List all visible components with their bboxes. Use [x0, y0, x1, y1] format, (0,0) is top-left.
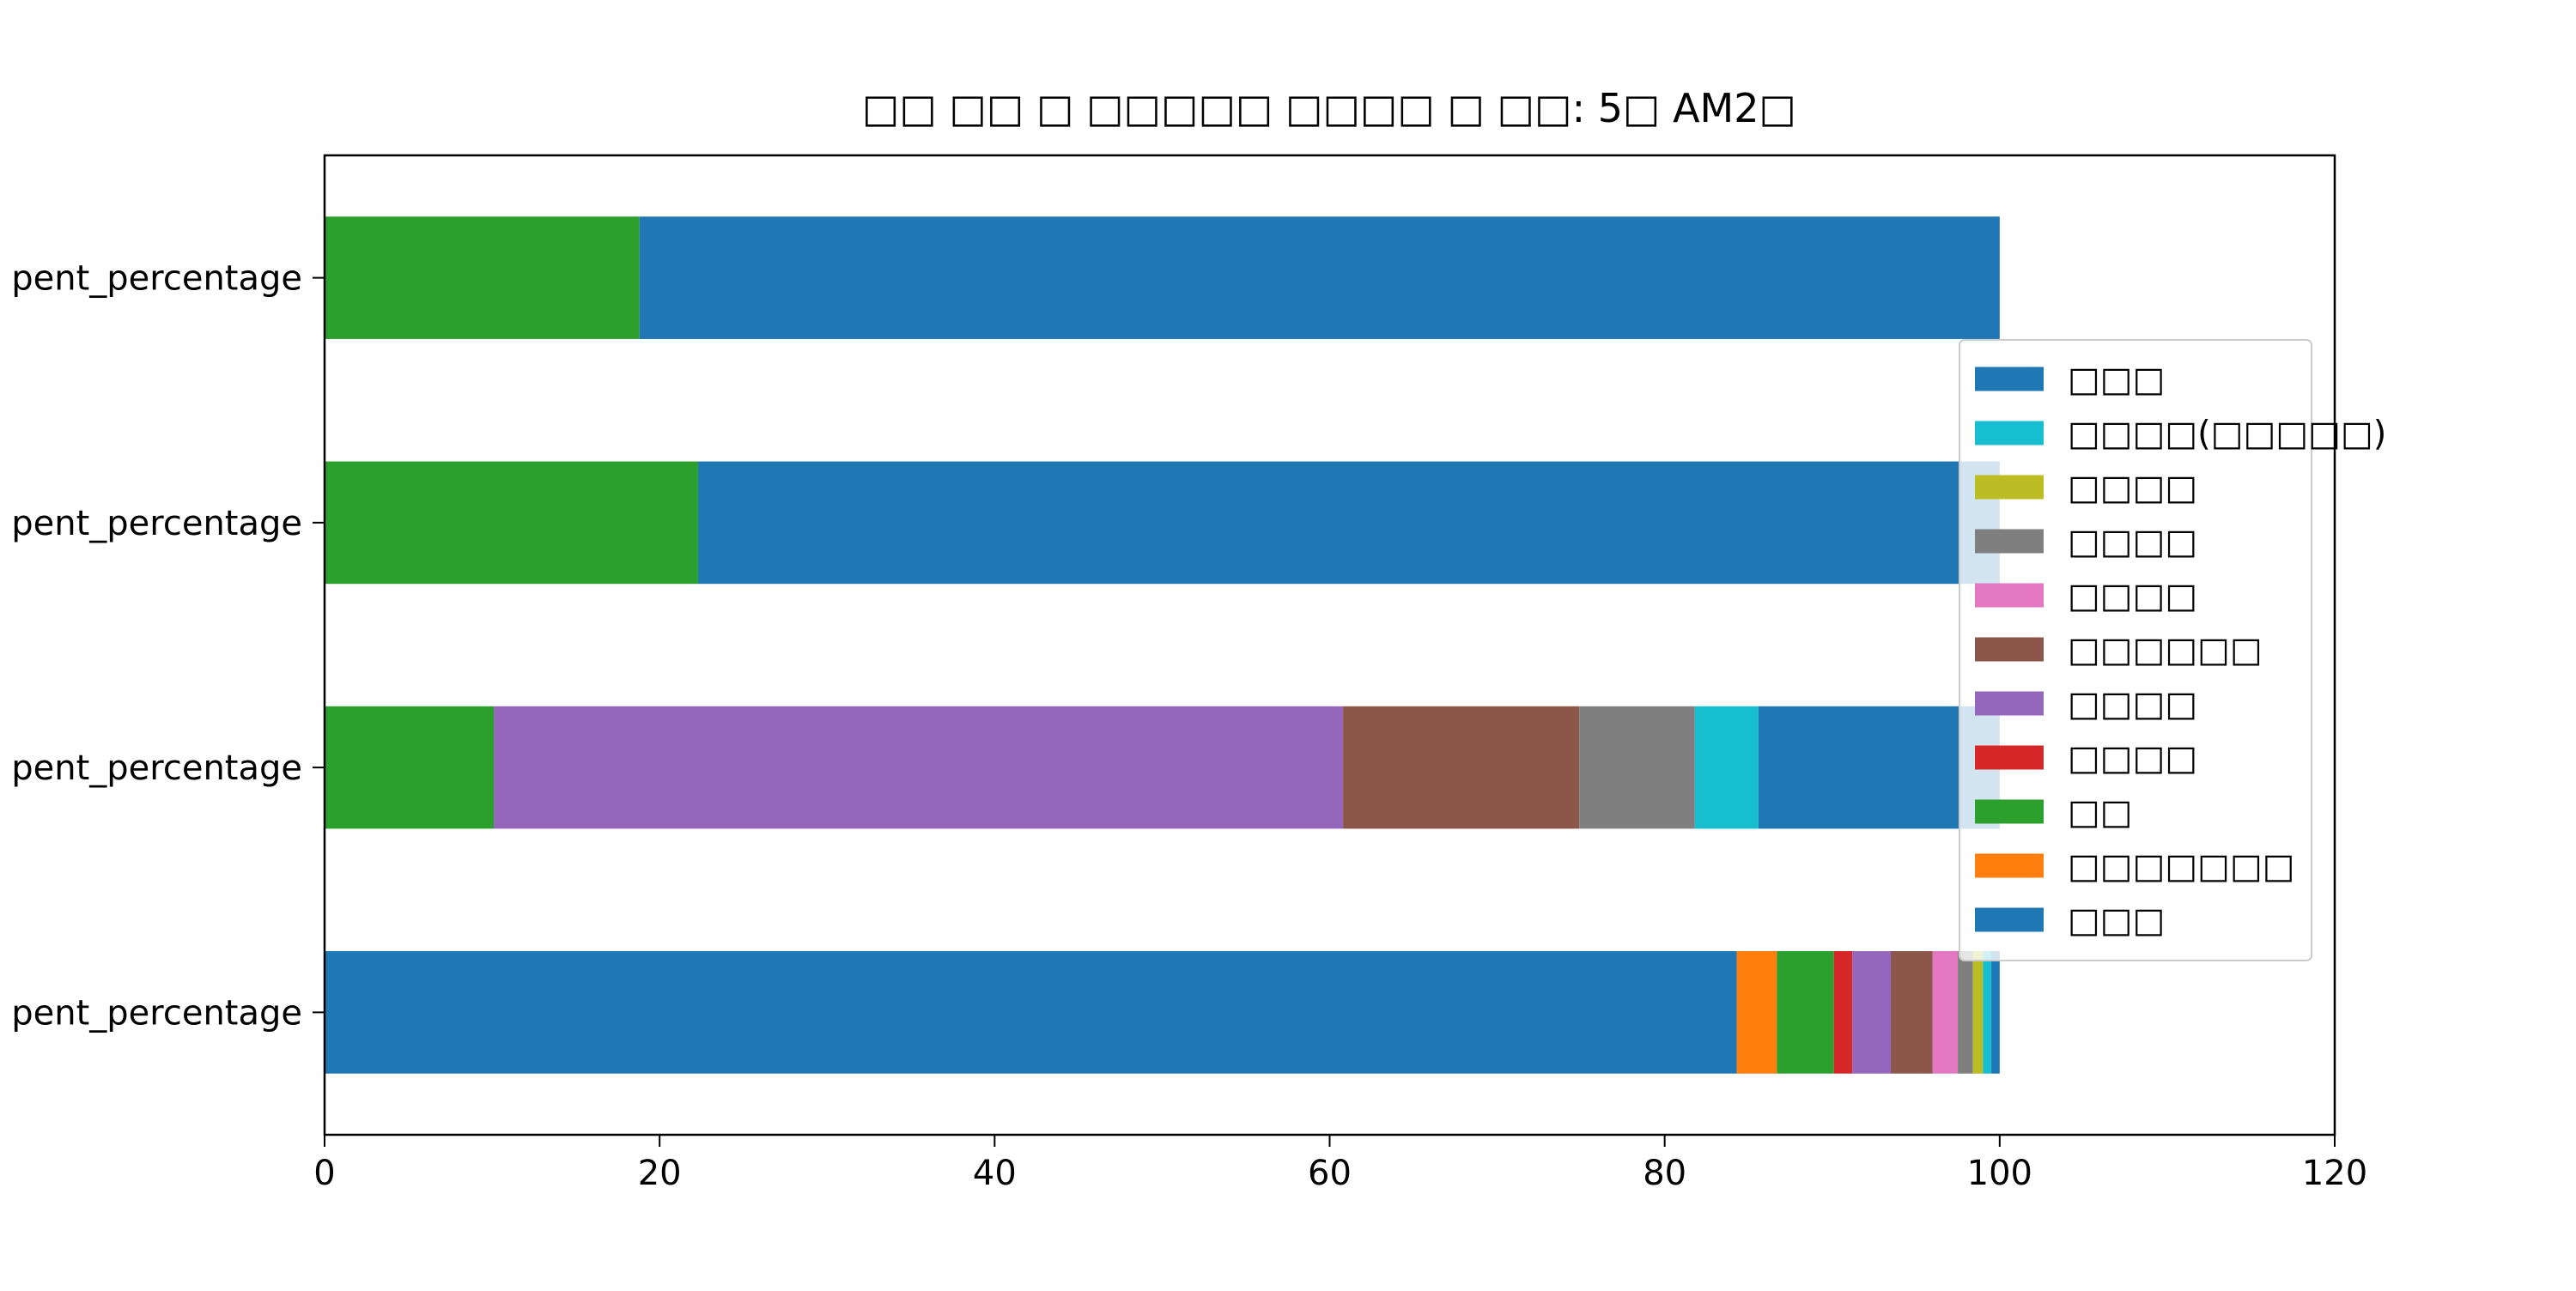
- y-tick-label: pent_percentage: [11, 504, 302, 543]
- bar-segment: [1694, 706, 1759, 829]
- bar-segment: [1958, 951, 1973, 1074]
- legend-swatch: [1975, 475, 2044, 500]
- bar-segment: [698, 461, 2000, 585]
- bar-segment: [1972, 951, 1984, 1074]
- y-tick-label: pent_percentage: [11, 993, 302, 1033]
- bars-layer: [325, 216, 2000, 1074]
- bar-segment: [1852, 951, 1892, 1074]
- legend-label: □□□□: [2068, 739, 2197, 779]
- legend-label: □□□□: [2068, 469, 2197, 508]
- bar-segment: [325, 706, 495, 829]
- legend-swatch: [1975, 799, 2044, 824]
- x-tick-label: 0: [313, 1154, 335, 1193]
- legend-swatch: [1975, 691, 2044, 716]
- legend-label: □□□□: [2068, 685, 2197, 724]
- legend-swatch: [1975, 637, 2044, 662]
- bar-segment: [1777, 951, 1834, 1074]
- legend-label: □□□: [2068, 361, 2165, 400]
- y-tick-label: pent_percentage: [11, 259, 302, 299]
- bar-segment: [1932, 951, 1959, 1074]
- y-tick-label: pent_percentage: [11, 749, 302, 788]
- legend: □□□□□□□(□□□□□)□□□□□□□□□□□□□□□□□□□□□□□□□□…: [1959, 339, 2386, 961]
- legend-swatch: [1975, 907, 2044, 932]
- x-tick-label: 60: [1308, 1154, 1352, 1193]
- bar-segment: [1833, 951, 1853, 1074]
- bar-segment: [1736, 951, 1777, 1074]
- bar-segment: [494, 706, 1344, 829]
- chart-title: □□ □□ □ □□□□□ □□□□ □ □□: 5□ AM2□: [862, 85, 1796, 131]
- x-tick-label: 100: [1967, 1154, 2032, 1193]
- bar-segment: [639, 216, 2000, 339]
- legend-swatch: [1975, 583, 2044, 608]
- bar-segment: [1343, 706, 1580, 829]
- bar-segment: [1579, 706, 1695, 829]
- legend-label: □□□□□□: [2068, 631, 2263, 670]
- legend-label: □□: [2068, 793, 2133, 833]
- axes-layer: pent_percentage pent_percentage pent_perce…: [11, 154, 2367, 1193]
- legend-label: □□□□(□□□□□): [2068, 415, 2386, 454]
- bar-segment: [325, 951, 1737, 1074]
- legend-label: □□□□: [2068, 523, 2197, 562]
- x-tick-label: 80: [1643, 1154, 1686, 1193]
- legend-swatch: [1975, 421, 2044, 445]
- bar-segment: [1983, 951, 1992, 1074]
- legend-swatch: [1975, 745, 2044, 770]
- bar-segment: [1991, 951, 2000, 1074]
- bar-segment: [1891, 951, 1933, 1074]
- x-tick-label: 120: [2302, 1154, 2367, 1193]
- legend-label: □□□: [2068, 901, 2165, 941]
- legend-box: [1959, 339, 2312, 961]
- x-tick-label: 20: [638, 1154, 682, 1193]
- legend-swatch: [1975, 853, 2044, 878]
- legend-swatch: [1975, 367, 2044, 391]
- legend-label: □□□□: [2068, 577, 2197, 616]
- legend-label: □□□□□□□: [2068, 847, 2295, 887]
- legend-swatch: [1975, 529, 2044, 554]
- bar-segment: [325, 216, 640, 339]
- x-tick-label: 40: [973, 1154, 1017, 1193]
- bar-segment: [325, 461, 699, 585]
